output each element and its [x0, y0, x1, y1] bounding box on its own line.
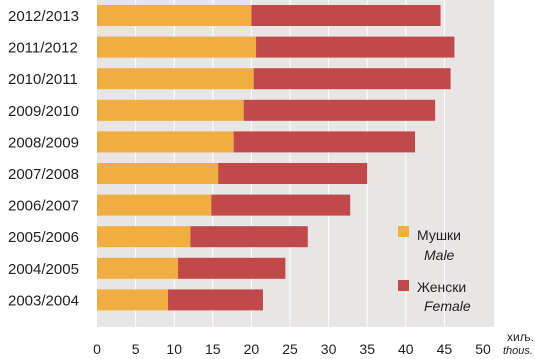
category-labels: 2012/2013 2011/2012 2010/2011 2009/2010 2008… — [8, 8, 79, 309]
bar-male — [97, 257, 179, 279]
x-tick-label: 25 — [282, 341, 298, 357]
x-tick-label: 15 — [205, 341, 221, 357]
bar-male — [97, 36, 257, 58]
x-tick-label: 30 — [321, 341, 337, 357]
bar-female — [253, 68, 451, 90]
bar-female — [251, 5, 441, 26]
bar-female — [233, 131, 416, 153]
bar-male — [97, 5, 252, 26]
category-label: 2005/2006 — [8, 229, 79, 246]
x-tick-label: 45 — [437, 341, 453, 357]
category-label: 2006/2007 — [8, 198, 79, 215]
bar-male — [97, 163, 219, 184]
legend-label-female: Женски — [417, 279, 466, 295]
x-tick-label: 20 — [244, 341, 260, 357]
bar-female — [218, 163, 368, 184]
bar-male — [97, 68, 254, 90]
x-tick-label: 40 — [398, 341, 414, 357]
bar-female — [178, 257, 286, 279]
category-label: 2003/2004 — [8, 292, 79, 309]
unit-label-en: thous. — [503, 345, 533, 357]
category-label: 2004/2005 — [8, 261, 79, 278]
bar-male — [97, 194, 212, 216]
x-tick-label: 0 — [93, 341, 101, 357]
x-tick-label: 5 — [132, 341, 140, 357]
bar-male — [97, 226, 191, 248]
legend-swatch-male — [398, 226, 409, 237]
bar-female — [168, 289, 263, 311]
bar-female — [190, 226, 308, 248]
x-tick-label: 10 — [166, 341, 182, 357]
unit-label: хиљ. — [507, 330, 534, 344]
bar-male — [97, 131, 234, 153]
category-label: 2010/2011 — [8, 71, 78, 88]
category-label: 2009/2010 — [8, 103, 79, 120]
legend-label-male-en: Male — [424, 247, 455, 263]
category-label: 2012/2013 — [8, 8, 79, 25]
x-tick-label: 35 — [359, 341, 375, 357]
bar-female — [211, 194, 351, 216]
bar-female — [243, 99, 436, 121]
legend-label-male: Мушки — [417, 227, 461, 243]
bar-female — [256, 36, 455, 58]
category-label: 2011/2012 — [8, 40, 78, 57]
category-label: 2008/2009 — [8, 134, 79, 151]
legend-swatch-female — [398, 280, 409, 291]
bar-male — [97, 289, 169, 311]
bar-male — [97, 99, 244, 121]
legend-label-female-en: Female — [424, 298, 471, 314]
category-label: 2007/2008 — [8, 166, 79, 183]
x-tick-label: 50 — [475, 341, 491, 357]
bars-group — [97, 5, 455, 311]
x-axis-tick-labels: 0 5 10 15 20 25 30 35 40 45 50 — [93, 341, 491, 357]
legend: Мушки Male Женски Female — [398, 226, 471, 314]
